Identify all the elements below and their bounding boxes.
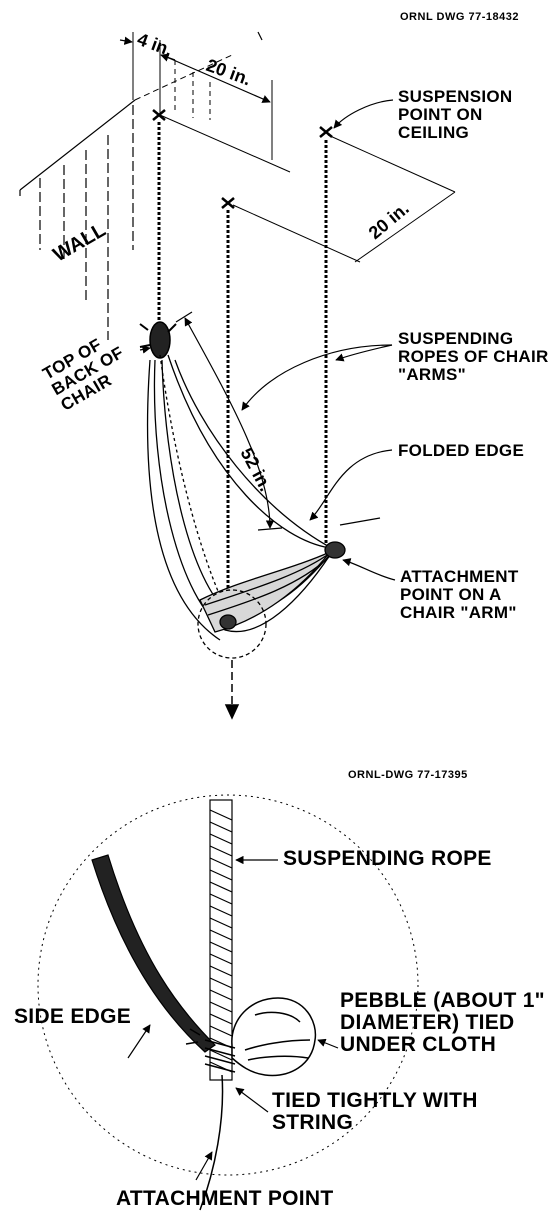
chair-cloth xyxy=(146,354,346,659)
attachment-point-bottom-label: ATTACHMENT POINT xyxy=(116,1187,334,1210)
folded-edge-label: FOLDED EDGE xyxy=(398,441,525,460)
pebble-drawing xyxy=(231,997,317,1077)
wall-lines xyxy=(19,99,136,340)
suspension-point-label: SUSPENSION POINT ON CEILING xyxy=(398,87,513,142)
dimension-52in: 52 in. xyxy=(236,444,275,494)
attachment-detail-diagram xyxy=(37,794,419,1211)
dimension-20in-right: 20 in. xyxy=(365,198,413,243)
side-edge-label: SIDE EDGE xyxy=(14,1005,132,1028)
attachment-point-label: ATTACHMENT POINT ON A CHAIR "ARM" xyxy=(400,567,519,622)
suspending-rope-drawing xyxy=(209,799,233,1081)
suspending-rope-label: SUSPENDING ROPE xyxy=(283,847,492,870)
suspending-ropes-label: SUSPENDING ROPES OF CHAIR "ARMS" xyxy=(398,329,549,384)
back-knot xyxy=(139,321,177,359)
pebble-label: PEBBLE (ABOUT 1" DIAMETER) TIED UNDER CL… xyxy=(340,989,545,1057)
suspension-marks xyxy=(152,109,333,209)
side-edge-drawing xyxy=(91,854,216,1053)
ropes xyxy=(157,122,328,610)
drawing-number-bottom: ORNL-DWG 77-17395 xyxy=(348,769,468,781)
wall-label: WALL xyxy=(50,219,110,266)
dimension-4in: 4 in. xyxy=(135,29,176,60)
tied-tightly-label: TIED TIGHTLY WITH STRING xyxy=(272,1089,478,1135)
hanging-chair-diagram: 4 in. 20 in. 20 in. 52 in. WALL xyxy=(19,29,456,720)
drawing-number-top: ORNL DWG 77-18432 xyxy=(400,11,519,23)
ceiling-lines xyxy=(132,32,456,263)
